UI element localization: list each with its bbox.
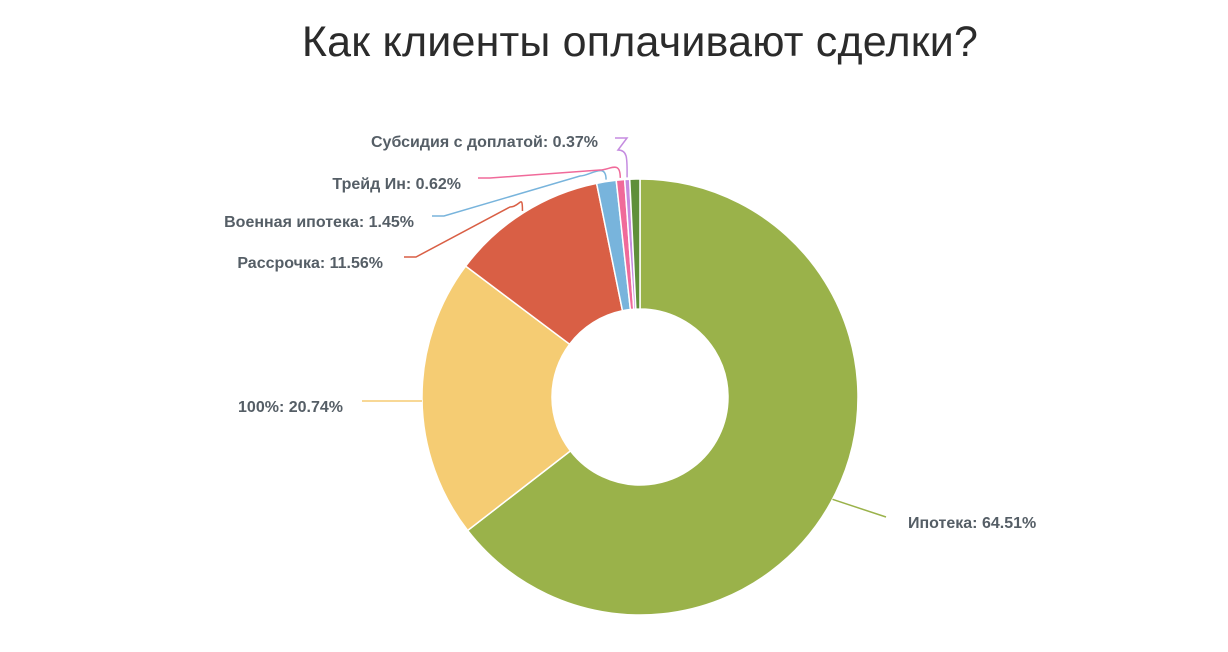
- slice-label: Военная ипотека: 1.45%: [224, 214, 414, 231]
- leader-line: [832, 498, 887, 518]
- leader-line: [432, 169, 607, 217]
- leader-line: [478, 166, 622, 179]
- leader-line: [404, 201, 524, 258]
- slice-label: Рассрочка: 11.56%: [237, 255, 383, 272]
- slice-ипотека[interactable]: [466, 178, 859, 616]
- slice-label: Трейд Ин: 0.62%: [332, 176, 461, 193]
- chart-title: Как клиенты оплачивают сделки?: [301, 18, 979, 66]
- slice-label: 100%: 20.74%: [238, 399, 343, 416]
- leader-line: [615, 137, 629, 178]
- slice-label: Ипотека: 64.51%: [908, 515, 1036, 532]
- slice-label: Субсидия с доплатой: 0.37%: [371, 134, 598, 151]
- slice-slice[interactable]: [628, 178, 641, 310]
- slice-100[interactable]: [421, 265, 572, 532]
